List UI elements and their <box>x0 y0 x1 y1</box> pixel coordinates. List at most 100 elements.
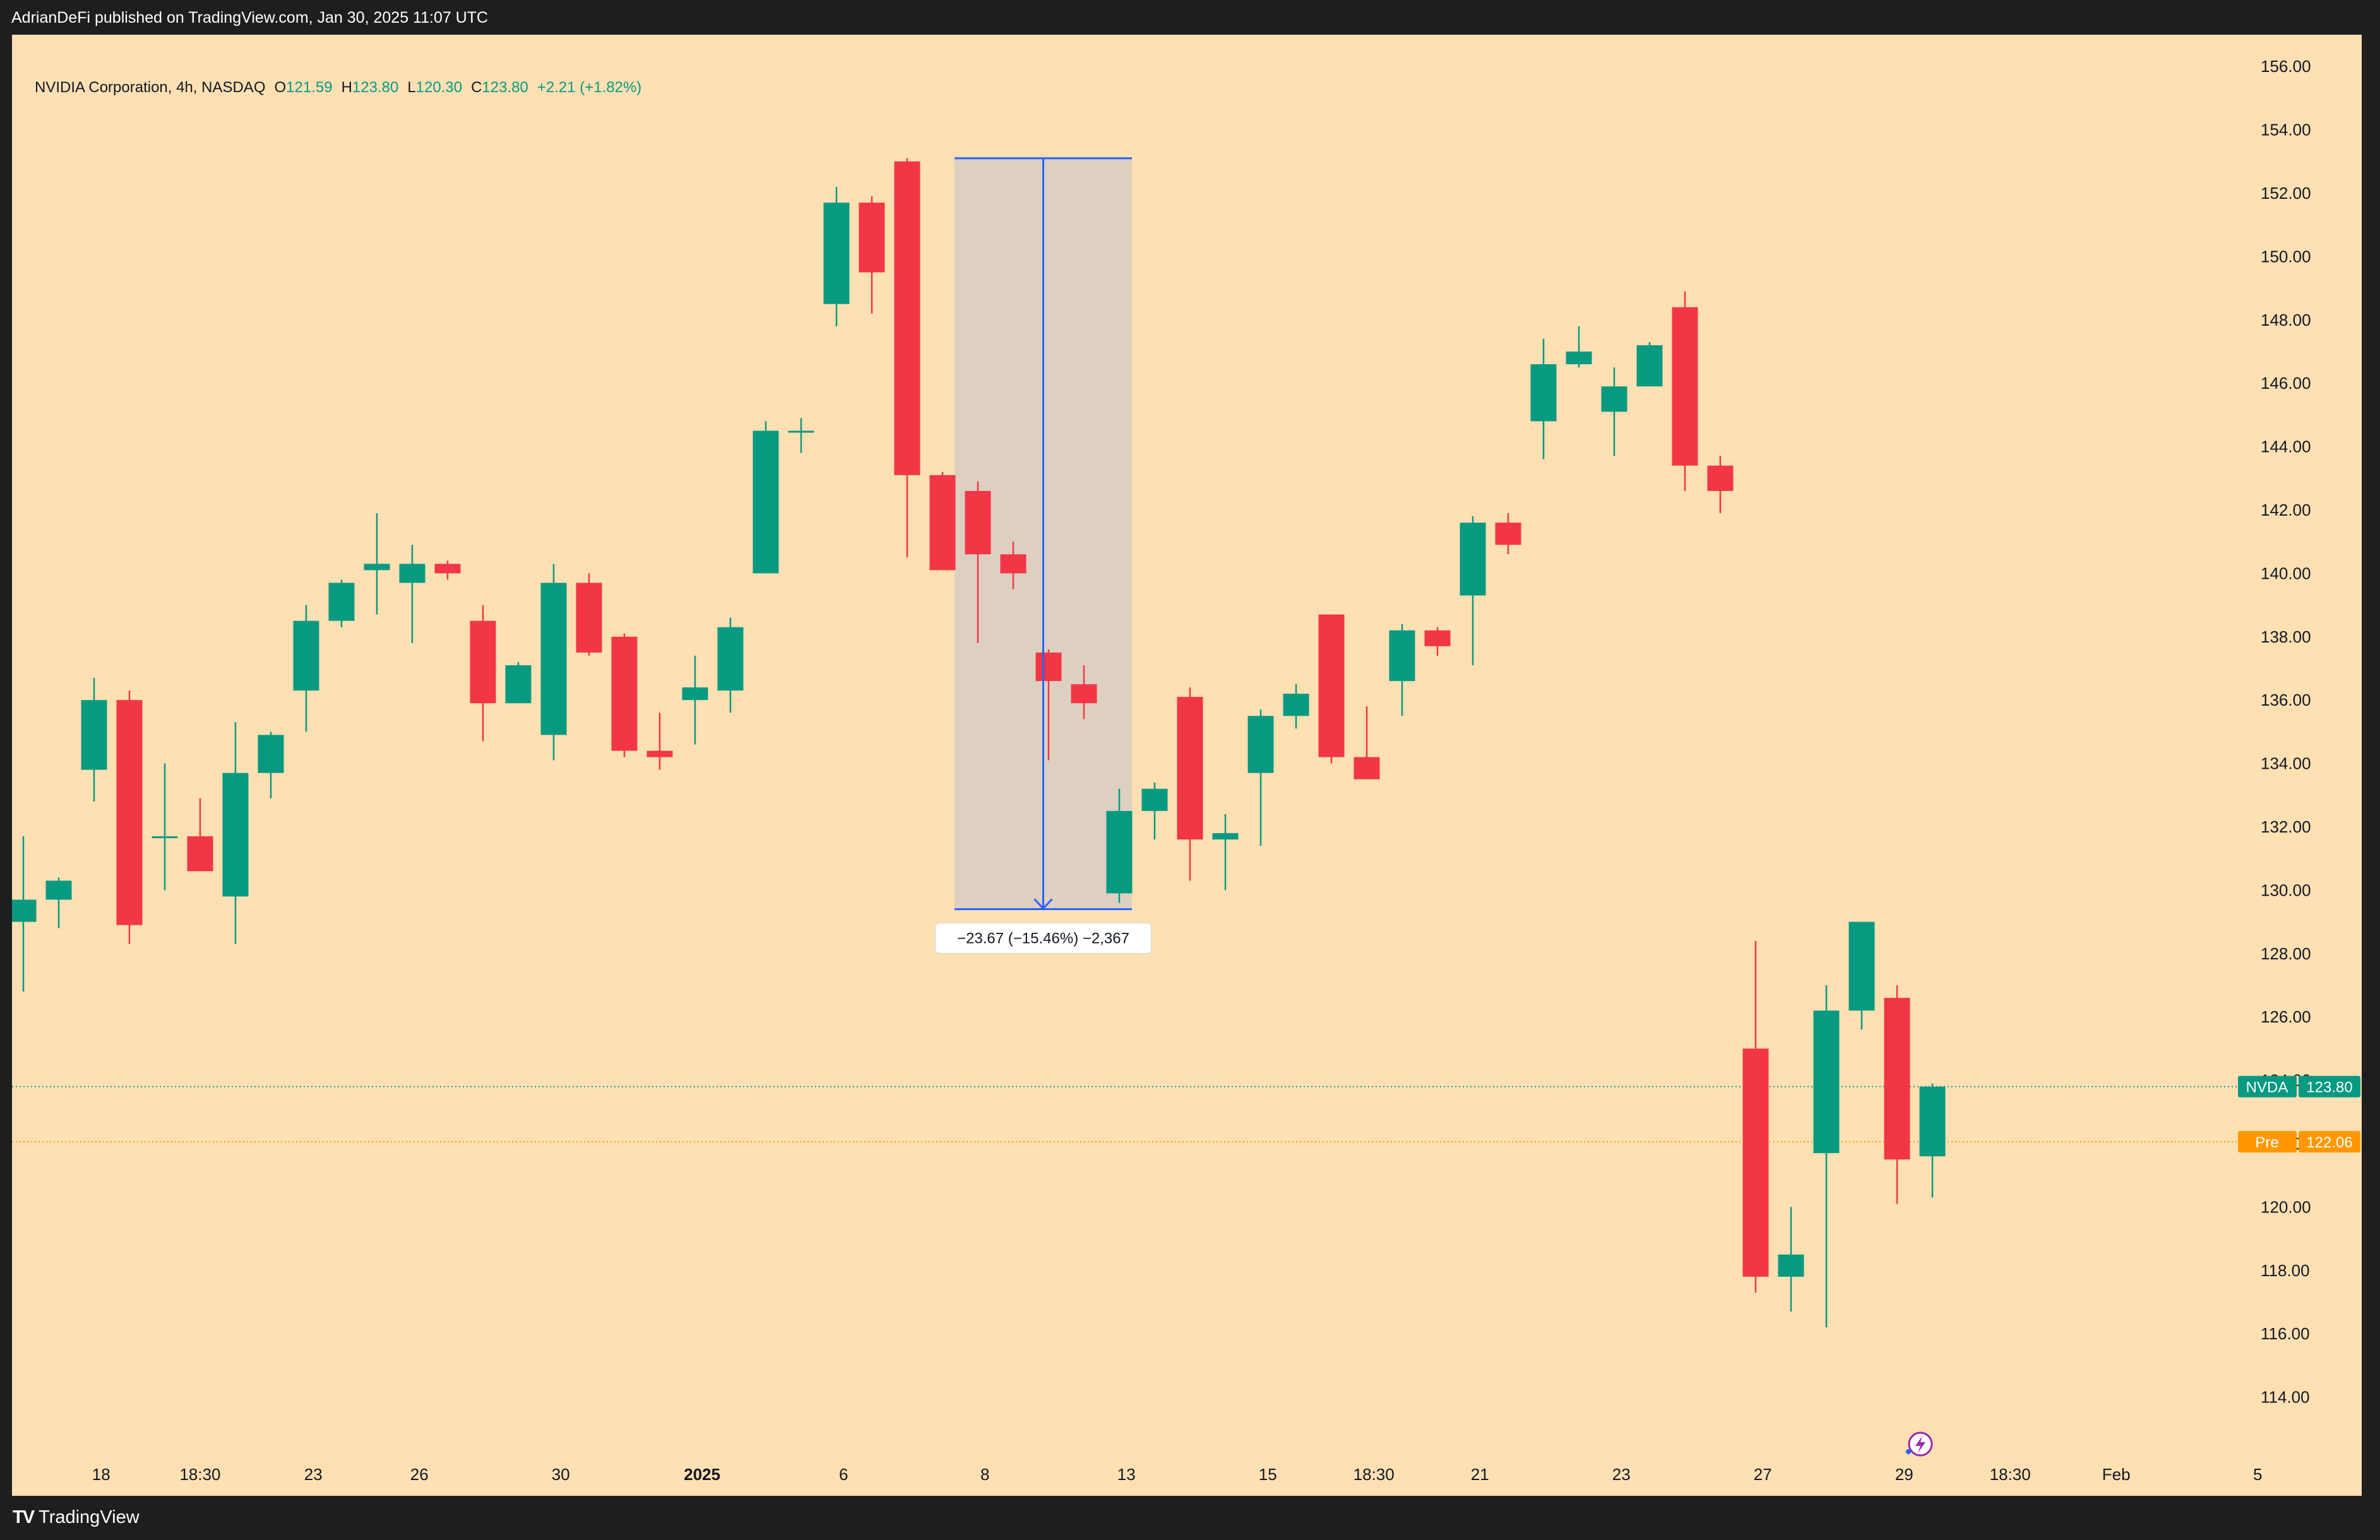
y-tick-label: 142.00 <box>2261 500 2311 519</box>
candle-body <box>646 750 673 757</box>
y-tick-label: 152.00 <box>2261 184 2311 203</box>
symbol-title[interactable]: NVIDIA Corporation, 4h, NASDAQ <box>35 79 266 96</box>
candle[interactable] <box>1389 624 1415 716</box>
publisher-bar: AdrianDeFi published on TradingView.com,… <box>0 0 2380 35</box>
candle[interactable] <box>187 798 213 872</box>
candle[interactable] <box>434 560 461 580</box>
candle-body <box>1495 523 1521 545</box>
y-tick-label: 148.00 <box>2261 311 2311 329</box>
candle[interactable] <box>1848 921 1875 1030</box>
candle[interactable] <box>1919 1083 1946 1198</box>
candle[interactable] <box>1742 940 1769 1293</box>
x-tick-label: 18 <box>92 1465 110 1484</box>
candle[interactable] <box>45 877 72 928</box>
candle[interactable] <box>788 418 814 453</box>
candle[interactable] <box>293 605 319 732</box>
candle-body <box>328 583 355 621</box>
candle[interactable] <box>894 158 920 558</box>
candle[interactable] <box>646 713 673 770</box>
x-tick-label: 5 <box>2253 1465 2262 1484</box>
candle[interactable] <box>1177 687 1203 881</box>
candle[interactable] <box>1495 513 1521 555</box>
y-tick-label: 156.00 <box>2261 57 2311 76</box>
candle[interactable] <box>328 579 355 627</box>
x-tick-label: 27 <box>1754 1465 1772 1484</box>
candle[interactable] <box>1212 814 1239 891</box>
pre-market-tag[interactable]: Pre 122.06 <box>2238 1130 2360 1152</box>
candle[interactable] <box>1813 985 1840 1328</box>
candle[interactable] <box>1460 516 1486 665</box>
candle[interactable] <box>965 481 991 643</box>
candle[interactable] <box>1247 709 1274 846</box>
candle-body <box>1424 630 1451 646</box>
candle[interactable] <box>1884 985 1910 1204</box>
candle[interactable] <box>1354 706 1380 779</box>
y-tick-label: 132.00 <box>2261 817 2311 836</box>
candle[interactable] <box>1000 542 1026 589</box>
candle[interactable] <box>470 605 496 742</box>
candle-body <box>399 564 425 583</box>
y-tick-label: 144.00 <box>2261 437 2311 456</box>
x-tick-label: 30 <box>552 1465 570 1484</box>
candle[interactable] <box>258 732 284 798</box>
flash-icon[interactable] <box>1906 1431 1933 1457</box>
candle[interactable] <box>81 678 107 802</box>
candle-body <box>1283 694 1309 716</box>
candle[interactable] <box>1424 627 1451 656</box>
candle[interactable] <box>1707 456 1734 514</box>
candle[interactable] <box>1283 684 1309 729</box>
candle[interactable] <box>1778 1207 1804 1312</box>
candle[interactable] <box>505 661 532 704</box>
open-value: 121.59 <box>286 79 333 96</box>
candle[interactable] <box>399 545 425 643</box>
last-price-tag[interactable]: NVDA 123.80 <box>2238 1075 2360 1098</box>
candle[interactable] <box>1035 649 1062 761</box>
open-label: O <box>274 79 287 96</box>
candle-body <box>81 700 107 770</box>
tradingview-brand[interactable]: TV TradingView <box>13 1507 140 1528</box>
flash-icon-dot <box>1906 1449 1911 1454</box>
candle[interactable] <box>152 763 178 891</box>
candle[interactable] <box>1636 341 1663 387</box>
candle[interactable] <box>12 836 37 992</box>
candle[interactable] <box>1601 367 1627 456</box>
candle-body <box>1106 810 1133 894</box>
candle[interactable] <box>1071 665 1097 720</box>
candle[interactable] <box>753 421 779 574</box>
candle-body <box>505 665 532 704</box>
candle[interactable] <box>1566 326 1592 368</box>
candle-body <box>1318 614 1345 757</box>
candle-body <box>1177 697 1203 840</box>
candle[interactable] <box>540 564 567 761</box>
y-tick-label: 150.00 <box>2261 247 2311 266</box>
candle[interactable] <box>859 196 885 314</box>
candle-body <box>1848 921 1875 1011</box>
candle[interactable] <box>611 633 638 757</box>
candle[interactable] <box>682 655 708 745</box>
candlestick-chart[interactable]: −23.67 (−15.46%) −2,367 114.00 116.00 118.… <box>12 35 2362 1496</box>
candle[interactable] <box>1141 782 1168 840</box>
candle-body <box>116 700 143 925</box>
candle-body <box>222 773 249 897</box>
candle[interactable] <box>823 186 850 326</box>
x-tick-label: 15 <box>1259 1465 1277 1484</box>
chart-pane[interactable]: −23.67 (−15.46%) −2,367 114.00 116.00 118.… <box>12 35 2362 1496</box>
candle[interactable] <box>717 617 744 713</box>
candle[interactable] <box>364 513 390 615</box>
candle-body <box>1247 716 1274 773</box>
candle[interactable] <box>1318 614 1345 764</box>
candle[interactable] <box>1530 338 1557 459</box>
y-tick-label: 128.00 <box>2261 944 2311 963</box>
y-tick-label: 154.00 <box>2261 121 2311 139</box>
candle-body <box>1460 523 1486 596</box>
candle-body <box>929 475 956 571</box>
candle[interactable] <box>929 471 956 571</box>
candle[interactable] <box>222 722 249 944</box>
candle-body <box>293 620 319 691</box>
candle[interactable] <box>1672 291 1698 491</box>
x-tick-label: 23 <box>304 1465 323 1484</box>
candle[interactable] <box>576 573 602 656</box>
candle[interactable] <box>1106 788 1133 903</box>
candle[interactable] <box>116 690 143 944</box>
measure-label: −23.67 (−15.46%) −2,367 <box>935 923 1151 954</box>
